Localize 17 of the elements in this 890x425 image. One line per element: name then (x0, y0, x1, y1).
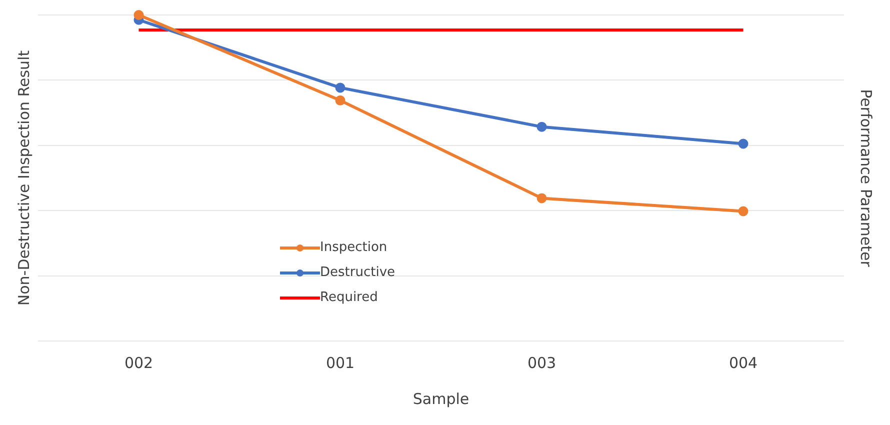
point (536, 122, 547, 132)
legend-label: Inspection (320, 240, 388, 255)
point (536, 193, 547, 204)
point (335, 95, 346, 106)
point (134, 10, 144, 20)
legend-label: Required (320, 290, 378, 305)
x-tick-label: 004 (728, 354, 758, 372)
x-axis-title: Sample (412, 390, 470, 408)
point (335, 82, 346, 93)
y-axis-title: Non-Destructive Inspection Result (14, 50, 33, 306)
point (738, 138, 748, 149)
y2-axis-title: Performance Parameter (857, 89, 876, 268)
x-tick-label: 001 (326, 354, 355, 372)
x-tick-label: 002 (124, 354, 154, 372)
x-tick-label: 003 (527, 354, 556, 372)
legend-label: Destructive (320, 265, 396, 280)
point (738, 206, 748, 216)
